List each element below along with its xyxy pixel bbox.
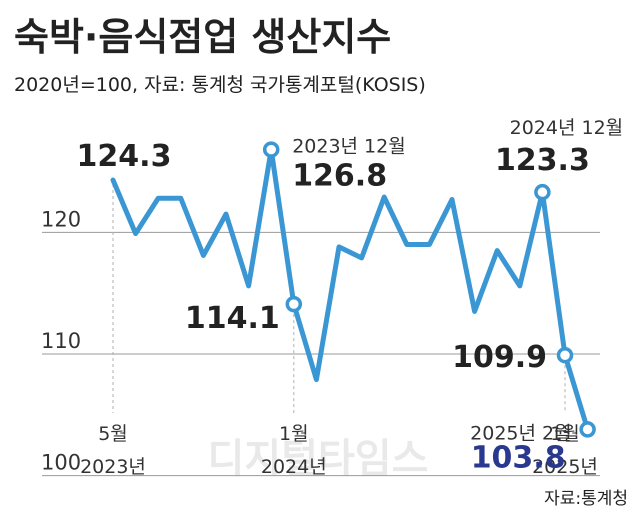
data-label-0: 124.3 — [77, 139, 172, 174]
data-label-8: 114.1 — [185, 301, 280, 336]
x-tick-month-20: 1월 — [550, 423, 580, 445]
data-label-7: 126.8 — [292, 159, 387, 194]
marker-21 — [579, 421, 596, 438]
marker-7 — [262, 141, 280, 158]
series-polyline — [110, 147, 591, 432]
source-label: 자료:통계청 — [544, 489, 628, 509]
x-tick-year-8: 2024년 — [261, 456, 327, 478]
x-tick-year-0: 2023년 — [80, 456, 146, 478]
data-label-21: 103.8 — [471, 440, 566, 475]
watermark: 디지털타임스 — [208, 436, 429, 482]
x-tick-month-0: 5월 — [98, 423, 128, 445]
x-tick-month-8: 1월 — [279, 423, 309, 445]
marker-8 — [285, 295, 303, 313]
date-label-7: 2023년 12월 — [292, 136, 406, 158]
data-label-19: 123.3 — [495, 143, 590, 178]
x-tick-year-20: 2025년 — [532, 456, 598, 478]
chart-subtitle: 2020년=100, 자료: 통계청 국가통계포털(KOSIS) — [14, 74, 426, 96]
date-label-21: 2025년 2월 — [470, 422, 571, 444]
y-tick-label-110: 110 — [41, 329, 81, 353]
date-label-19: 2024년 12월 — [510, 117, 624, 139]
x-axis-labels: 5월 2023년 1월 2024년 1월 2025년 — [80, 423, 598, 478]
series-line — [110, 147, 591, 432]
marker-20 — [556, 346, 574, 364]
chart-title: 숙박·음식점업 생산지수 — [14, 15, 391, 59]
highlight-markers — [262, 141, 596, 438]
marker-19 — [534, 183, 551, 201]
y-axis-ticks: 100 110 120 — [41, 207, 81, 474]
y-tick-label-120: 120 — [41, 207, 81, 231]
data-label-20: 109.9 — [452, 340, 547, 375]
y-tick-label-100: 100 — [41, 451, 81, 475]
x-guides — [112, 184, 566, 413]
